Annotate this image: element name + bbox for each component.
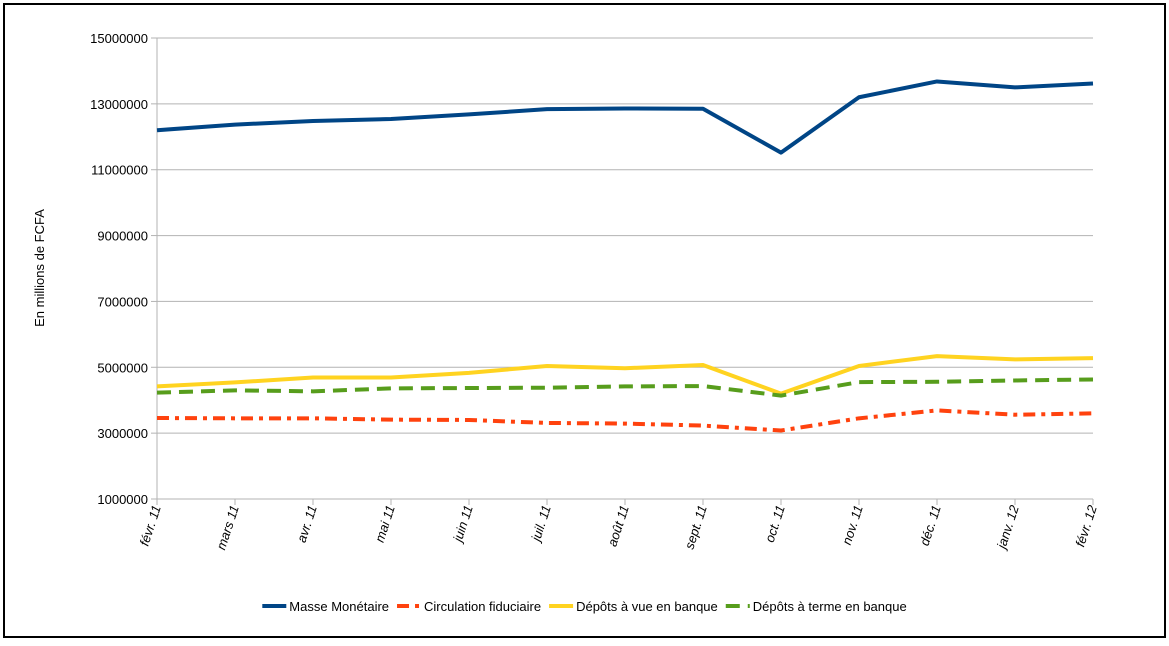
y-tick-label: 7000000 xyxy=(97,294,148,309)
series-line xyxy=(156,354,1094,396)
y-tick-label: 9000000 xyxy=(97,229,148,244)
y-tick-label: 5000000 xyxy=(97,360,148,375)
frame xyxy=(3,3,1166,638)
y-tick-label: 11000000 xyxy=(91,163,148,178)
y-tick-label: 15000000 xyxy=(90,31,148,46)
series-line xyxy=(156,408,1094,433)
legend-label: Dépôts à terme en banque xyxy=(753,599,907,614)
y-tick-label: 3000000 xyxy=(97,426,148,441)
y-axis-label: En millions de FCFA xyxy=(32,209,47,327)
series-line xyxy=(156,377,1094,398)
legend-label: Circulation fiduciaire xyxy=(424,599,541,614)
legend-label: Masse Monétaire xyxy=(289,599,389,614)
y-tick-label: 1000000 xyxy=(97,492,148,507)
series-line xyxy=(156,79,1094,155)
legend: Masse Monétaire Circulation fiduciaire Dép… xyxy=(262,599,907,614)
y-tick-label: 13000000 xyxy=(90,97,148,112)
legend-label: Dépôts à vue en banque xyxy=(576,599,718,614)
